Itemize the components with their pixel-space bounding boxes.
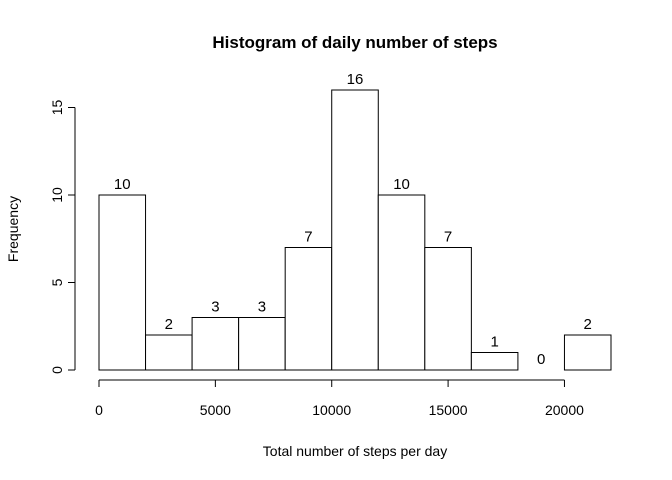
histogram-bar-8 [470,352,519,371]
bars-group [98,89,612,371]
x-tick-label-3: 15000 [429,402,468,418]
x-tick-label-4: 20000 [545,402,584,418]
bar-data-label-3: 3 [258,299,266,316]
x-tick-label-0: 0 [95,402,103,418]
bar-data-label-9: 0 [537,351,545,368]
histogram-bar-4 [284,247,333,371]
y-tick-label-3: 15 [49,100,65,116]
histogram-bar-1 [145,334,193,371]
histogram-bar-10 [563,334,612,371]
x-axis-label: Total number of steps per day [263,443,447,459]
bar-data-label-5: 16 [347,71,364,88]
y-tick-label-1: 5 [49,278,65,286]
bar-data-label-1: 2 [165,316,173,333]
bar-data-label-4: 7 [304,229,312,246]
histogram-bar-6 [377,194,426,371]
y-tick-label-2: 10 [49,187,65,203]
histogram-bar-5 [331,89,379,371]
bar-data-label-0: 10 [114,176,131,193]
bar-data-label-10: 2 [584,316,592,333]
x-tick-label-1: 5000 [200,402,231,418]
y-axis-label: Frequency [5,196,21,262]
histogram-bar-2 [191,317,240,371]
histogram-bar-3 [238,317,286,371]
y-axis: 0 5 10 15 [49,100,76,374]
histogram-bar-0 [98,194,147,371]
y-tick-label-0: 0 [49,366,65,374]
chart-title: Histogram of daily number of steps [212,33,497,52]
x-axis: 0 5000 10000 15000 20000 [95,379,584,418]
bar-data-label-2: 3 [211,299,219,316]
bar-data-label-7: 7 [444,229,452,246]
bar-data-label-8: 1 [490,334,498,351]
histogram-bar-7 [424,247,472,371]
x-tick-label-2: 10000 [312,402,351,418]
bar-data-label-6: 10 [393,176,410,193]
